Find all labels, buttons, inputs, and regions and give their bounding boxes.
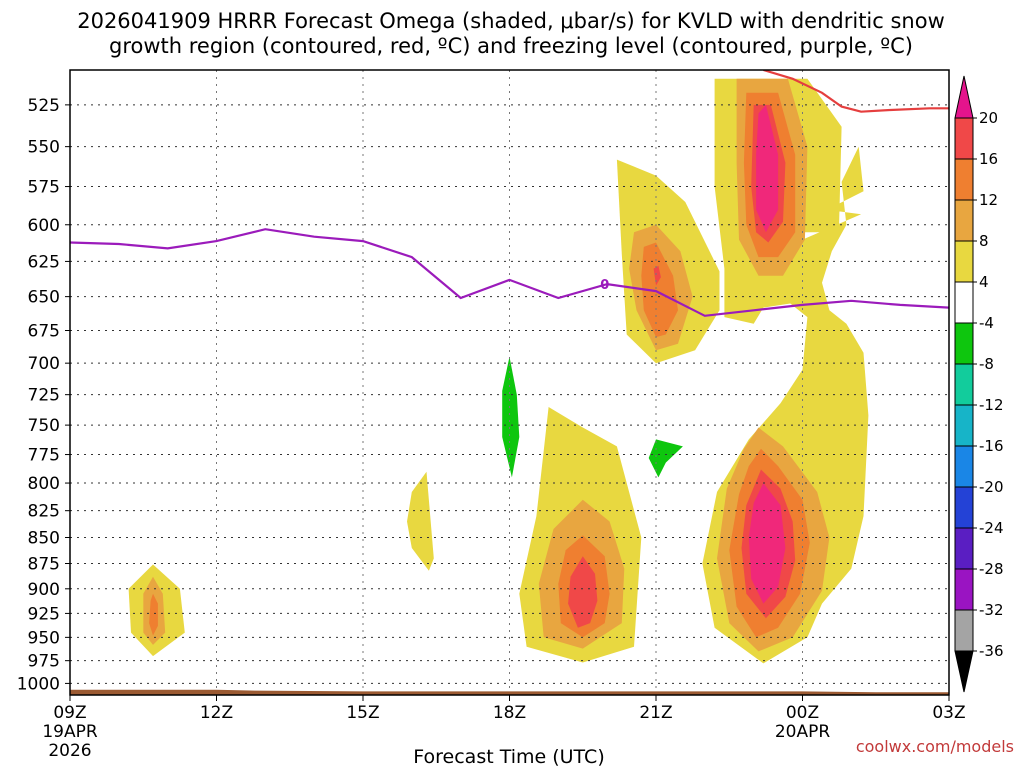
omega-region-15 [653,265,661,286]
x-tick-date-00Z: 20APR [775,722,831,742]
x-tick-00Z: 00Z [786,703,819,723]
y-tick-775: 775 [28,446,60,466]
omega-region-24 [748,483,786,604]
colorbar-swatch-2 [954,199,974,242]
x-tick-date-09Z: 19APR [42,722,98,742]
x-axis-label: Forecast Time (UTC) [413,746,604,768]
colorbar-label--24: -24 [979,519,1004,537]
colorbar-swatch-4 [954,281,974,324]
colorbar-swatch-11 [954,568,974,611]
colorbar-label-20: 20 [979,109,998,127]
colorbar-label-16: 16 [979,150,998,168]
colorbar-label--32: -32 [979,601,1004,619]
colorbar-label--36: -36 [979,642,1004,660]
chart-title-line2: growth region (contoured, red, ºC) and f… [109,34,913,58]
y-tick-750: 750 [28,416,60,436]
x-tick-18Z: 18Z [493,703,526,723]
y-tick-650: 650 [28,288,60,308]
colorbar-swatch-3 [954,240,974,283]
omega-region-14 [641,242,678,338]
x-tick-03Z: 03Z [932,703,965,723]
omega-region-25 [900,78,918,110]
x-tick-21Z: 21Z [639,703,672,723]
colorbar-swatch-10 [954,527,974,570]
colorbar-label--20: -20 [979,478,1004,496]
omega-region-10 [626,415,713,543]
colorbar-label--12: -12 [979,396,1004,414]
credit-text: coolwx.com/models [856,737,1014,756]
y-tick-625: 625 [28,252,60,272]
y-tick-925: 925 [28,604,60,624]
y-tick-900: 900 [28,580,60,600]
colorbar-label-8: 8 [979,232,989,250]
y-tick-575: 575 [28,178,60,198]
colorbar-swatch-0 [954,117,974,160]
ground-layer [70,689,949,695]
y-tick-950: 950 [28,628,60,648]
colorbar-swatch-7 [954,404,974,447]
colorbar-label--28: -28 [979,560,1004,578]
y-tick-800: 800 [28,474,60,494]
y-tick-875: 875 [28,555,60,575]
colorbar-label--4: -4 [979,314,994,332]
colorbar-swatch-6 [954,363,974,406]
contour-lines: 0 [70,70,949,317]
colorbar-bottom-arrow [954,650,974,693]
y-axis: 525 550 575 600 625 650 675 700 725 750 775 800 825 8… [17,96,70,694]
colorbar-label-12: 12 [979,191,998,209]
x-tick-09Z: 09Z [53,703,86,723]
y-tick-825: 825 [28,502,60,522]
x-tick-15Z: 15Z [346,703,379,723]
colorbar: 20 16 12 8 4 -4 -8 -12 -16 -20 -24 -28 -32 -36 [954,75,1004,693]
colorbar-top-arrow [954,75,974,119]
colorbar-swatch-1 [954,158,974,201]
x-tick-year-09Z: 2026 [48,741,91,761]
colorbar-label--16: -16 [979,437,1004,455]
plot-area: 0 [70,70,949,695]
x-tick-12Z: 12Z [200,703,233,723]
freezing-level-label: 0 [600,278,609,293]
colorbar-swatch-8 [954,445,974,488]
colorbar-label--8: -8 [979,355,994,373]
omega-region-20 [756,104,779,233]
omega-region-9 [502,356,520,478]
omega-region-7 [568,556,598,628]
y-tick-850: 850 [28,528,60,548]
omega-shading [128,78,918,664]
y-tick-675: 675 [28,322,60,342]
omega-region-11 [648,439,683,478]
colorbar-label-4: 4 [979,273,989,291]
omega-region-2 [149,593,158,636]
y-tick-975: 975 [28,652,60,672]
dgz-contour-line [763,70,949,113]
colorbar-swatch-12 [954,609,974,652]
freezing-level-line [70,228,949,317]
y-tick-700: 700 [28,354,60,374]
chart-title-line1: 2026041909 HRRR Forecast Omega (shaded, … [77,9,945,33]
colorbar-swatch-5 [954,322,974,365]
y-tick-550: 550 [28,138,60,158]
colorbar-swatch-9 [954,486,974,529]
y-tick-525: 525 [28,96,60,116]
omega-region-3 [407,471,434,571]
y-tick-600: 600 [28,216,60,236]
y-tick-725: 725 [28,386,60,406]
ground-fill [70,689,949,695]
y-tick-1000: 1000 [17,674,60,694]
